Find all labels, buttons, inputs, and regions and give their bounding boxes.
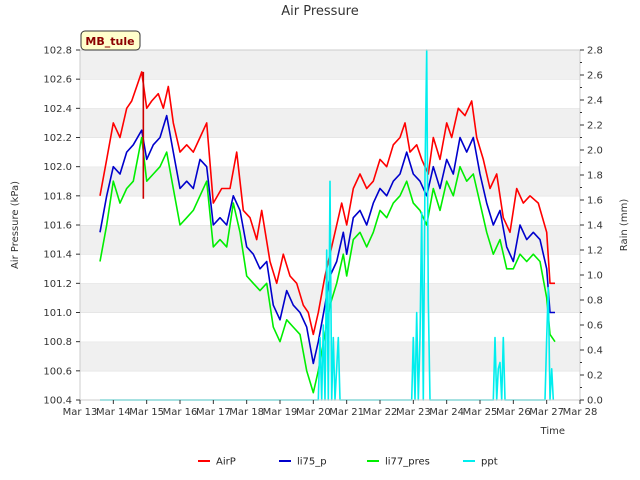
x-tick-label: Mar 13 xyxy=(63,407,98,418)
y2-tick-label: 1.4 xyxy=(587,221,603,232)
x-tick-label: Mar 16 xyxy=(163,407,198,418)
x-tick-label: Mar 24 xyxy=(429,407,464,418)
legend-label: li77_pres xyxy=(385,457,430,468)
y-tick-label: 102.6 xyxy=(43,75,72,86)
legend-label: ppt xyxy=(481,457,498,468)
y2-tick-label: 0.2 xyxy=(587,371,603,382)
x-tick-label: Mar 21 xyxy=(329,407,364,418)
legend-label: li75_p xyxy=(297,457,327,468)
y-tick-label: 101.6 xyxy=(43,221,72,232)
y2-tick-label: 2.0 xyxy=(587,146,603,157)
y2-tick-label: 0.8 xyxy=(587,296,603,307)
y2-tick-label: 1.8 xyxy=(587,171,603,182)
y-tick-label: 102.4 xyxy=(43,104,72,115)
y-tick-label: 100.6 xyxy=(43,366,72,377)
station-label: MB_tule xyxy=(85,35,134,48)
x-tick-label: Mar 27 xyxy=(529,407,564,418)
y-tick-label: 102.0 xyxy=(43,162,72,173)
x-tick-label: Mar 14 xyxy=(96,407,131,418)
series-layer xyxy=(99,49,556,401)
station-label-background xyxy=(80,30,141,51)
y2-tick-label: 1.0 xyxy=(587,271,603,282)
series-line-ppt xyxy=(100,49,555,401)
chart-title: Air Pressure xyxy=(281,4,359,19)
legend-label: AirP xyxy=(216,457,236,468)
x-axis-title: Time xyxy=(540,426,565,437)
y2-tick-label: 2.8 xyxy=(587,46,603,57)
y-tick-label: 101.2 xyxy=(43,279,72,290)
grid-band xyxy=(80,312,580,342)
y2-tick-label: 0.0 xyxy=(587,396,603,407)
grid-band xyxy=(80,108,580,138)
x-tick-label: Mar 15 xyxy=(129,407,164,418)
y-tick-label: 102.8 xyxy=(43,46,72,57)
grid-band xyxy=(80,137,580,167)
x-tick-label: Mar 22 xyxy=(363,407,398,418)
x-tick-label: Mar 26 xyxy=(496,407,531,418)
y-tick-label: 101.8 xyxy=(43,191,72,202)
x-tick-label: Mar 17 xyxy=(196,407,231,418)
y-axis-left: 100.4 100.6 100.8 101.0 101.2 101.4 101.6 101.8… xyxy=(43,46,80,407)
x-tick-label: Mar 18 xyxy=(229,407,264,418)
y2-tick-label: 2.6 xyxy=(587,71,603,82)
x-tick-label: Mar 25 xyxy=(463,407,498,418)
y-tick-label: 100.8 xyxy=(43,337,72,348)
y-tick-label: 100.4 xyxy=(43,396,72,407)
x-tick-label: Mar 23 xyxy=(396,407,431,418)
x-tick-label: Mar 20 xyxy=(296,407,331,418)
series-line-li77-pres xyxy=(99,136,556,394)
grid-band xyxy=(80,50,580,80)
grid-band xyxy=(80,79,580,109)
y2-tick-label: 2.2 xyxy=(587,121,603,132)
y-tick-label: 102.2 xyxy=(43,133,72,144)
x-tick-label: Mar 19 xyxy=(263,407,298,418)
y2-tick-label: 2.4 xyxy=(587,96,603,107)
x-tick-label: Mar 28 xyxy=(563,407,598,418)
y-axis-right: 0.0 0.2 0.4 0.6 0.8 1.0 1.2 1.4 1.6 1.8 2.0 2.2 2.4 2… xyxy=(580,46,603,407)
y2-tick-label: 0.4 xyxy=(587,346,603,357)
y-axis-title: Air Pressure (kPa) xyxy=(10,181,21,269)
y-tick-label: 101.0 xyxy=(43,308,72,319)
y2-axis-title: Rain (mm) xyxy=(619,199,630,252)
y2-tick-label: 1.2 xyxy=(587,246,603,257)
legend: AirP li75_p li77_pres ppt xyxy=(198,457,498,468)
y2-tick-label: 0.6 xyxy=(587,321,603,332)
y2-tick-label: 1.6 xyxy=(587,196,603,207)
y-tick-label: 101.4 xyxy=(43,250,72,261)
grid-band xyxy=(80,341,580,371)
station-label-box: MB_tule xyxy=(80,30,141,51)
